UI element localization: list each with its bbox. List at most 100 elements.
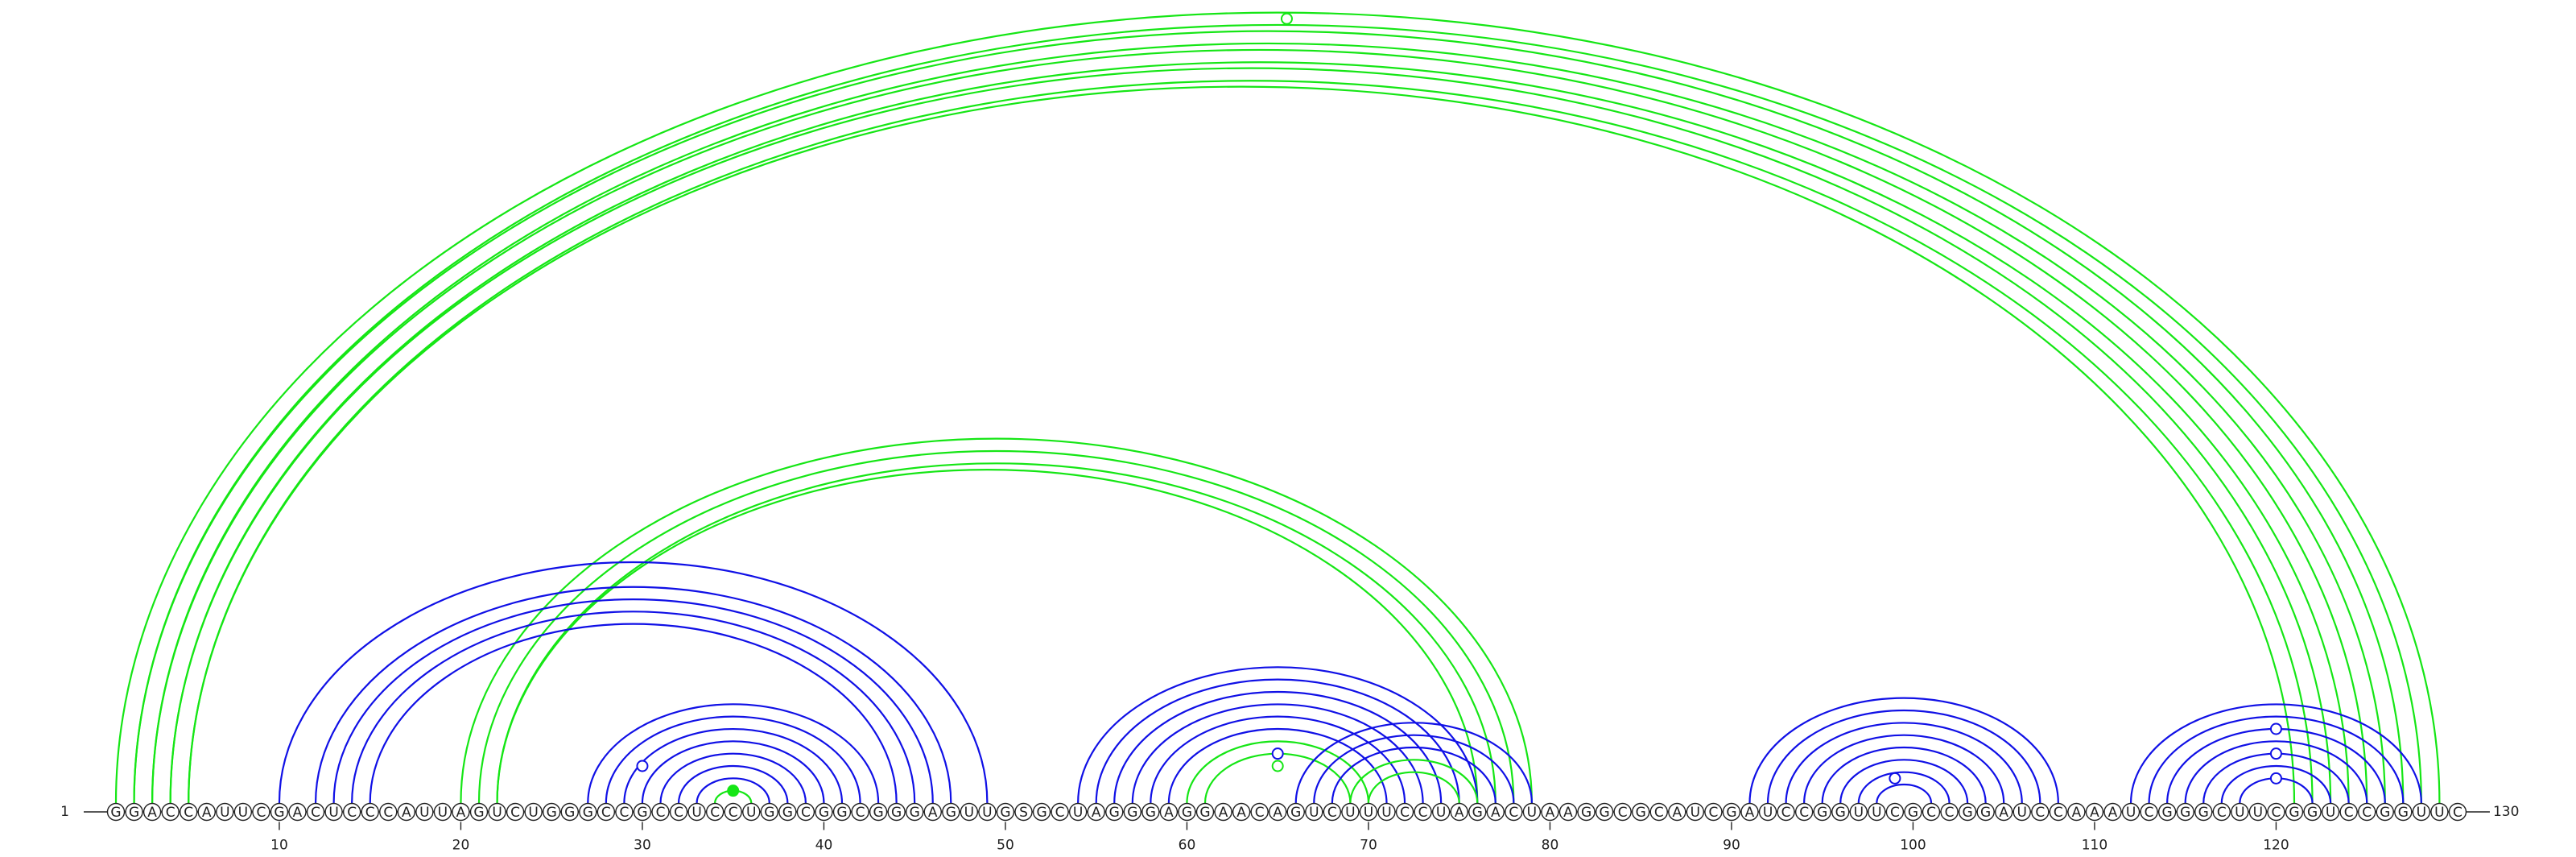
nucleotide: U [960, 802, 979, 822]
nucleotide: G [1195, 802, 1215, 822]
nucleotide: U [1868, 802, 1886, 822]
nucleotide-circle [1431, 802, 1451, 822]
nucleotide: A [288, 802, 307, 822]
arc-apex-marker [2269, 747, 2282, 760]
nucleotide: U [2412, 802, 2431, 822]
base-pair-arc [169, 67, 2332, 804]
nucleotide-circle [923, 802, 942, 822]
nucleotide-letter: A [202, 805, 212, 821]
base-pair-arc [1876, 783, 1933, 804]
nucleotide-circle [851, 802, 869, 822]
nucleotide-letter: U [982, 805, 992, 821]
nucleotide-circle [1268, 802, 1287, 822]
nucleotide: C [2339, 802, 2358, 822]
nucleotide: G [469, 802, 489, 822]
nucleotide-letter: C [1890, 805, 1900, 821]
nucleotide: U [1522, 802, 1542, 822]
nucleotide-letter: G [782, 805, 793, 821]
nucleotide-letter: C [1781, 805, 1791, 821]
nucleotide: G [778, 802, 797, 822]
nucleotide: U [2231, 802, 2249, 822]
nucleotide-circle [996, 802, 1015, 822]
nucleotide: A [452, 802, 470, 822]
nucleotide-letter: G [2398, 805, 2409, 821]
nucleotide-circle [669, 802, 688, 822]
nucleotide: C [705, 802, 724, 822]
nucleotide-letter: A [456, 805, 466, 821]
nucleotide: C [1505, 802, 1523, 822]
arc-apex-marker [1271, 747, 1284, 760]
nucleotide-circle [579, 802, 597, 822]
tick-label: 50 [997, 838, 1014, 854]
nucleotide: C [1649, 802, 1668, 822]
base-pair-arc [605, 715, 861, 804]
base-pair-arc [2220, 764, 2332, 804]
base-pair-arc [1294, 722, 1533, 804]
nucleotide: A [1087, 802, 1105, 822]
nucleotide: A [1268, 802, 1287, 822]
nucleotide-circle [2157, 802, 2177, 822]
nucleotide-letter: C [656, 805, 666, 821]
nucleotide-letter: U [1527, 805, 1537, 821]
nucleotide-circle [1904, 802, 1922, 822]
nucleotide: G [887, 802, 906, 822]
nucleotide-letter: G [873, 805, 884, 821]
nucleotide: C [306, 802, 325, 822]
nucleotide-circle [1214, 802, 1232, 822]
nucleotide-circle [1577, 802, 1596, 822]
nucleotide: U [2013, 802, 2031, 822]
nucleotide-letter: C [601, 805, 611, 821]
nucleotide-circle [760, 802, 778, 822]
nucleotide-letter: G [1980, 805, 1991, 821]
nucleotide: U [1341, 802, 1360, 822]
nucleotide-letter: U [2253, 805, 2263, 821]
nucleotide-letter: A [293, 805, 303, 821]
nucleotide-letter: U [2126, 805, 2136, 821]
nucleotide-circle [2267, 802, 2285, 822]
nucleotide-circle [1940, 802, 1959, 822]
nucleotide-letter: U [1364, 805, 1373, 821]
nucleotide: U [233, 802, 253, 822]
nucleotide-circle [1885, 802, 1905, 822]
base-pair-arc [696, 777, 770, 804]
nucleotide-letter: G [910, 805, 920, 821]
nucleotide-letter: G [1472, 805, 1483, 821]
nucleotide-letter: G [637, 805, 647, 821]
nucleotide-letter: U [1436, 805, 1446, 821]
nucleotide: U [687, 802, 706, 822]
nucleotide-circle [1522, 802, 1542, 822]
nucleotide-circle [125, 802, 143, 822]
base-pair-arc [314, 586, 952, 804]
nucleotide-circle [2412, 802, 2431, 822]
nucleotide: C [2140, 802, 2158, 822]
nucleotide: A [1232, 802, 1251, 822]
nucleotide-letter: G [2198, 805, 2209, 821]
nucleotide: G [125, 802, 143, 822]
nucleotide: A [1994, 802, 2013, 822]
base-pair-arc [169, 60, 2350, 804]
nucleotide-circle [216, 802, 234, 822]
nucleotide-letter: G [1290, 805, 1301, 821]
nucleotide-letter: C [1799, 805, 1809, 821]
nucleotide: C [2212, 802, 2231, 822]
tick-label: 70 [1360, 838, 1377, 854]
tick-label: 20 [452, 838, 470, 854]
nucleotide: C [851, 802, 869, 822]
base-pair-arc [1785, 722, 2023, 804]
nucleotide: G [1595, 802, 1614, 822]
nucleotide-letter: C [2362, 805, 2372, 821]
nucleotide-letter: A [1236, 805, 1246, 821]
tick-label: 60 [1179, 838, 1196, 854]
nucleotide-circle [1668, 802, 1686, 822]
nucleotide-circle [1613, 802, 1632, 822]
nucleotide: G [2157, 802, 2177, 822]
nucleotide-circle [832, 802, 852, 822]
nucleotide-circle [724, 802, 742, 822]
nucleotide-circle [905, 802, 924, 822]
sequence-end-label: 130 [2493, 804, 2519, 820]
nucleotide: C [1323, 802, 1342, 822]
nucleotide-circle [869, 802, 888, 822]
nucleotide: A [142, 802, 162, 822]
base-pair-arc [351, 611, 916, 804]
